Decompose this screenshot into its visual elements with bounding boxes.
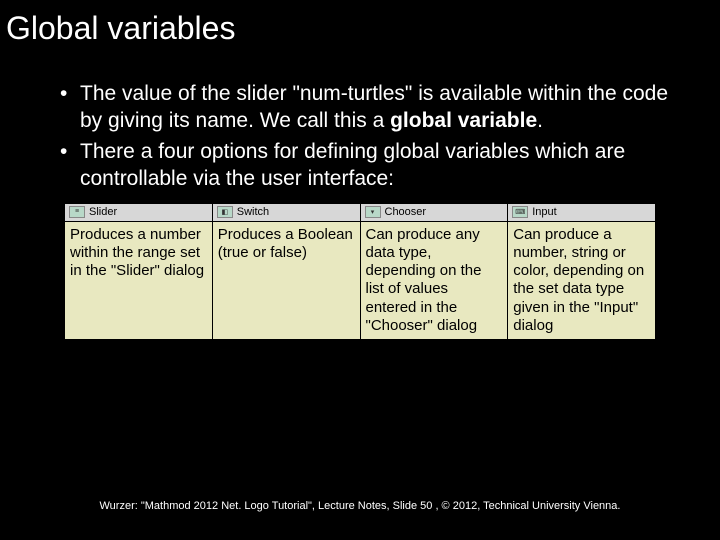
- options-table: ≡ Slider ◧ Switch ▾ Chooser: [64, 203, 656, 341]
- slider-icon: ≡: [69, 206, 85, 218]
- header-label: Input: [532, 206, 556, 218]
- slide-title: Global variables: [0, 0, 720, 47]
- cell-switch-desc: Produces a Boolean (true or false): [212, 221, 360, 340]
- bullet-dot: •: [60, 81, 80, 108]
- header-input: ⌨ Input: [508, 203, 656, 221]
- header-label: Switch: [237, 206, 269, 218]
- input-icon: ⌨: [512, 206, 528, 218]
- chooser-icon: ▾: [365, 206, 381, 218]
- bullet-dot: •: [60, 139, 80, 166]
- bullet-text-bold: global variable: [390, 109, 537, 132]
- header-chooser: ▾ Chooser: [360, 203, 508, 221]
- bullet-text-pre: The value of the slider "num-turtles" is…: [80, 82, 668, 132]
- header-slider: ≡ Slider: [65, 203, 213, 221]
- bullet-list: • The value of the slider "num-turtles" …: [0, 47, 720, 193]
- cell-input-desc: Can produce a number, string or color, d…: [508, 221, 656, 340]
- header-label: Chooser: [385, 206, 427, 218]
- bullet-text: There a four options for defining global…: [80, 139, 680, 193]
- bullet-item: • The value of the slider "num-turtles" …: [60, 81, 680, 135]
- options-table-wrap: ≡ Slider ◧ Switch ▾ Chooser: [0, 197, 720, 341]
- cell-slider-desc: Produces a number within the range set i…: [65, 221, 213, 340]
- bullet-item: • There a four options for defining glob…: [60, 139, 680, 193]
- slide-footer: Wurzer: "Mathmod 2012 Net. Logo Tutorial…: [0, 500, 720, 512]
- cell-chooser-desc: Can produce any data type, depending on …: [360, 221, 508, 340]
- bullet-text: The value of the slider "num-turtles" is…: [80, 81, 680, 135]
- bullet-text-post: .: [537, 109, 543, 132]
- header-label: Slider: [89, 206, 117, 218]
- header-switch: ◧ Switch: [212, 203, 360, 221]
- switch-icon: ◧: [217, 206, 233, 218]
- bullet-text-pre: There a four options for defining global…: [80, 140, 625, 190]
